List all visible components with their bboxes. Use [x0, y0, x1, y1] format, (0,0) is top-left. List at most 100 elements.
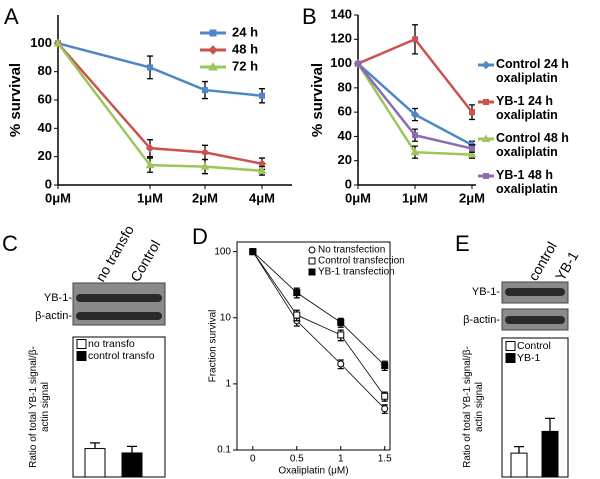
y-tick-label: 20 [38, 148, 52, 163]
marker [259, 92, 265, 99]
marker [410, 147, 420, 156]
y-tick-label: 140 [330, 6, 352, 21]
x-tick-label: 0.5 [290, 454, 304, 465]
y-tick-label: 60 [38, 91, 52, 106]
panel-label: B [302, 4, 317, 29]
legend-label: YB-1 transfection [318, 267, 395, 278]
legend-swatch [76, 339, 87, 349]
y-tick-label: 100 [214, 246, 231, 257]
y-axis-label-box: Ratio of total YB-1 signal/β-actin signa… [462, 346, 485, 468]
marker [145, 143, 155, 153]
bar [510, 452, 528, 478]
marker [293, 289, 301, 297]
panel-label: E [455, 231, 470, 256]
marker [308, 246, 316, 254]
legend-label: YB-1 [517, 352, 541, 364]
blot-band [76, 312, 162, 320]
blot-band [76, 294, 162, 302]
y-axis-label: Fraction survival [208, 310, 219, 383]
lane-label: YB-1 [552, 248, 582, 283]
marker [249, 248, 257, 256]
marker [145, 160, 155, 169]
marker [410, 110, 420, 119]
legend-label-box: YB-1 24 h oxaliplatin [496, 94, 558, 122]
legend-label: YB-1 48 h oxaliplatin [496, 168, 558, 196]
marker [209, 29, 217, 37]
marker [412, 36, 418, 43]
y-tick-label: 80 [38, 63, 52, 78]
marker [200, 148, 210, 157]
legend-label: 72 h [232, 58, 258, 73]
plot-frame [236, 241, 391, 451]
marker [337, 331, 345, 339]
marker [469, 145, 475, 152]
marker [308, 257, 316, 265]
legend-swatch [76, 351, 87, 361]
band-label: β-actin- [463, 314, 500, 326]
x-tick-label: 4μM [249, 190, 275, 205]
series-line [252, 251, 386, 397]
bar [84, 448, 106, 478]
marker [337, 318, 345, 326]
marker [208, 45, 218, 55]
plot-frame [72, 336, 166, 478]
marker [257, 166, 267, 174]
legend-label: 24 h [232, 24, 258, 39]
y-tick-label: 80 [338, 79, 352, 94]
x-tick-label: 1μM [402, 190, 428, 205]
marker [381, 361, 389, 369]
legend-label-box: Control 24 h oxaliplatin [496, 57, 569, 85]
marker [147, 64, 153, 71]
x-tick-label: 1.5 [378, 454, 392, 465]
error-bar [545, 417, 555, 432]
y-axis-label: Ratio of total YB-1 signal/β-actin signa… [28, 346, 51, 468]
series-line [57, 42, 263, 173]
bar [121, 452, 143, 478]
panel-label: C [2, 231, 18, 256]
y-tick-label: 60 [338, 104, 352, 119]
x-tick-label: 0μM [45, 190, 71, 205]
y-tick-label: 0 [45, 176, 52, 191]
legend-label: Control 24 h oxaliplatin [496, 57, 569, 85]
y-tick-label: 100 [30, 35, 52, 50]
marker [481, 60, 491, 70]
marker [467, 150, 477, 158]
lane-label: Control [127, 237, 163, 284]
legend-label: Control transfection [318, 256, 405, 267]
y-tick-label: 1 [225, 379, 231, 390]
x-tick-label: 0 [250, 454, 256, 465]
x-tick-label: 1μM [137, 190, 163, 205]
legend-label: 48 h [232, 41, 258, 56]
y-axis-label: % survival [309, 63, 326, 137]
y-tick-label: 40 [338, 128, 352, 143]
band-label: YB-1- [44, 292, 72, 304]
y-axis-label-box: Ratio of total YB-1 signal/β-actin signa… [28, 346, 51, 468]
marker [308, 268, 316, 276]
legend-label: no transfo [88, 338, 135, 350]
legend-label: control transfo [88, 350, 155, 362]
marker [53, 38, 63, 47]
y-tick-label: 0.1 [217, 445, 231, 456]
y-tick-label: 120 [330, 31, 352, 46]
error-bar [514, 445, 524, 454]
legend-label: YB-1 24 h oxaliplatin [496, 94, 558, 122]
marker [200, 162, 210, 170]
error-bar [127, 445, 137, 453]
y-tick-label: 10 [220, 312, 232, 323]
band-label: β-actin- [35, 310, 72, 322]
marker [337, 360, 345, 368]
y-tick-label: 100 [330, 55, 352, 70]
marker [293, 311, 301, 319]
band-label: YB-1- [472, 286, 500, 298]
plot-frame [501, 337, 569, 478]
marker [381, 405, 389, 413]
marker [202, 87, 208, 94]
x-tick-label: 2μM [459, 190, 485, 205]
x-tick-label: 2μM [192, 190, 218, 205]
blot-band [505, 316, 565, 324]
series-line [252, 251, 386, 410]
legend-label: No transfection [318, 245, 385, 256]
series-line [57, 42, 263, 165]
